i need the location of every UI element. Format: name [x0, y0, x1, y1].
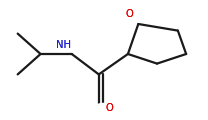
- Text: O: O: [125, 9, 133, 19]
- Text: O: O: [105, 103, 113, 113]
- Circle shape: [52, 38, 75, 52]
- Text: NH: NH: [56, 40, 71, 50]
- Circle shape: [121, 10, 137, 19]
- Text: O: O: [105, 103, 113, 113]
- Circle shape: [95, 103, 111, 113]
- Text: O: O: [125, 9, 133, 19]
- Text: NH: NH: [56, 40, 71, 50]
